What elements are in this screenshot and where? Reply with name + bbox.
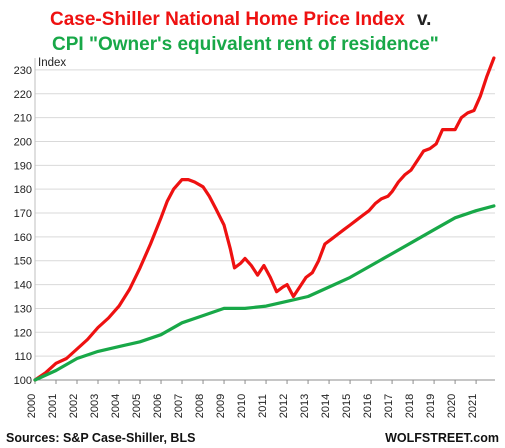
y-tick-label: 220 [14, 89, 32, 101]
y-tick-label: 180 [14, 184, 32, 196]
x-tick-label: 2004 [110, 394, 122, 418]
y-tick-label: 200 [14, 136, 32, 148]
x-tick-label: 2007 [173, 394, 185, 418]
chart-title-part1: Case-Shiller National Home Price Index [50, 9, 405, 30]
y-tick-label: 140 [14, 280, 32, 292]
x-tick-label: 2020 [446, 394, 458, 418]
y-tick-label: 100 [14, 375, 32, 387]
x-tick-label: 2010 [236, 394, 248, 418]
x-tick-label: 2017 [383, 394, 395, 418]
x-tick-label: 2016 [362, 394, 374, 418]
x-tick-label: 2012 [278, 394, 290, 418]
chart-title-part2: CPI "Owner's equivalent rent of residenc… [52, 34, 439, 55]
series-lines [33, 56, 496, 382]
y-axis-label: Index [38, 57, 66, 69]
x-tick-label: 2006 [152, 394, 164, 418]
x-tick-label: 2001 [47, 394, 59, 418]
sources-footer: Sources: S&P Case-Shiller, BLS [6, 431, 195, 445]
x-tick-label: 2003 [89, 394, 101, 418]
y-tick-label: 150 [14, 256, 32, 268]
y-tick-label: 190 [14, 160, 32, 172]
y-tick-label: 160 [14, 232, 32, 244]
y-tick-label: 120 [14, 327, 32, 339]
x-tick-label: 2011 [257, 394, 269, 418]
y-tick-label: 110 [14, 351, 32, 363]
y-tick-label: 130 [14, 303, 32, 315]
x-tick-label: 2019 [425, 394, 437, 418]
x-tick-label: 2002 [68, 394, 80, 418]
grid-lines [34, 58, 495, 381]
wolfstreet-credit: WOLFSTREET.com [385, 431, 499, 445]
x-tick-label: 2014 [320, 394, 332, 418]
x-tick-label: 2021 [467, 394, 479, 418]
x-tick-label: 2008 [194, 394, 206, 418]
y-tick-label: 230 [14, 65, 32, 77]
case-shiller-line [33, 56, 496, 382]
x-tick-label: 2018 [404, 394, 416, 418]
x-axis: 2000 2001 2002 2003 2004 2005 2006 2007 2008 2009… [26, 380, 479, 418]
x-tick-label: 2015 [341, 394, 353, 418]
chart-title-v: v. [417, 9, 431, 30]
y-tick-label: 170 [14, 208, 32, 220]
y-tick-label: 210 [14, 113, 32, 125]
x-tick-label: 2009 [215, 394, 227, 418]
cpi-oer-line [33, 204, 496, 382]
y-axis: 100 110 120 130 140 150 160 170 180 190 200 210 220 2… [14, 65, 32, 387]
x-tick-label: 2005 [131, 394, 143, 418]
x-tick-label: 2013 [299, 394, 311, 418]
x-tick-label: 2000 [26, 394, 38, 418]
